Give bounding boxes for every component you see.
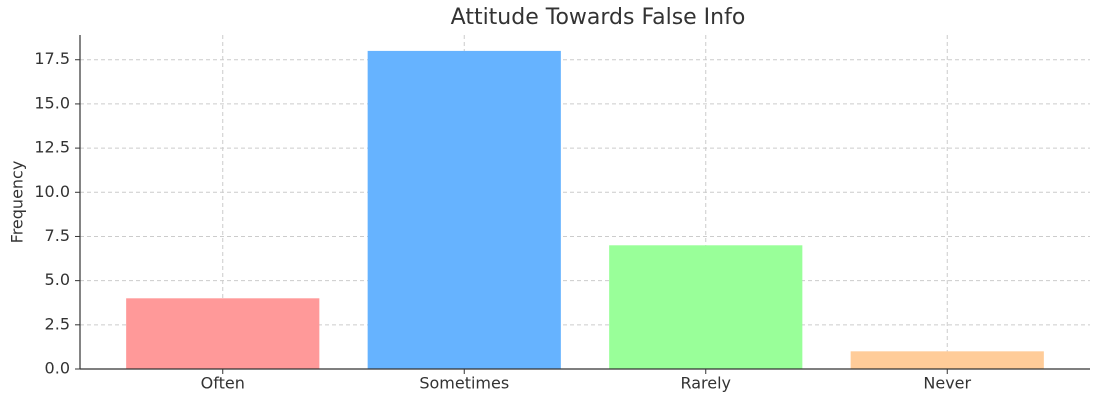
bar bbox=[609, 245, 803, 369]
y-tick-label: 10.0 bbox=[34, 182, 70, 201]
y-axis-label: Frequency bbox=[8, 161, 27, 244]
bar bbox=[850, 351, 1044, 369]
y-tick-label: 0.0 bbox=[45, 359, 70, 378]
x-tick-label: Never bbox=[923, 374, 971, 393]
y-tick-label: 5.0 bbox=[45, 270, 70, 289]
y-tick-label: 12.5 bbox=[34, 138, 70, 157]
x-tick-label: Often bbox=[201, 374, 245, 393]
x-tick-label: Rarely bbox=[680, 374, 731, 393]
bar bbox=[367, 50, 561, 370]
chart-title: Attitude Towards False Info bbox=[451, 5, 746, 30]
x-tick-label: Sometimes bbox=[419, 374, 509, 393]
y-tick-label: 15.0 bbox=[34, 93, 70, 112]
y-tick-label: 7.5 bbox=[45, 226, 70, 245]
y-tick-label: 17.5 bbox=[34, 49, 70, 68]
bar bbox=[126, 298, 320, 369]
y-tick-label: 2.5 bbox=[45, 314, 70, 333]
